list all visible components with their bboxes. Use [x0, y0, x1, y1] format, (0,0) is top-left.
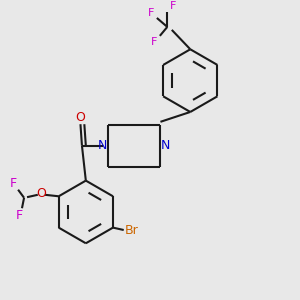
Text: O: O — [36, 188, 46, 200]
Text: N: N — [161, 139, 170, 152]
Text: F: F — [148, 8, 154, 19]
Text: Br: Br — [125, 224, 139, 236]
Text: F: F — [10, 177, 17, 190]
Text: F: F — [170, 1, 176, 11]
Text: N: N — [98, 139, 107, 152]
Text: F: F — [16, 209, 23, 222]
Text: O: O — [76, 111, 85, 124]
Text: F: F — [151, 37, 157, 47]
